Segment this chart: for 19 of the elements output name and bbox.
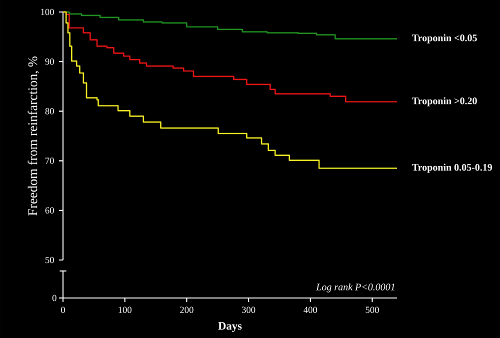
y-tick-label: 90	[45, 58, 54, 65]
y-axis-title: Freedom from reinfarction, %	[28, 56, 40, 216]
series-label: Troponin >0.20	[412, 97, 477, 106]
y-tick-label: 70	[46, 158, 54, 164]
text: 0	[52, 294, 56, 302]
y-tick-label: 60	[45, 207, 54, 214]
x-tick-label: 500	[366, 306, 379, 313]
y-tick-label: 50	[46, 256, 54, 264]
x-tick-label: 300	[242, 306, 256, 313]
x-tick-label: 200	[180, 306, 194, 313]
x-tick-label: 0	[61, 306, 65, 313]
series-label: Troponin 0.05-0.19	[412, 164, 492, 173]
series-label: Troponin <0.05	[412, 34, 477, 44]
y-tick-label: 80	[45, 108, 54, 114]
x-axis-title: Days	[218, 322, 242, 332]
x-tick-label: 100	[118, 306, 132, 313]
text: Log rank P<0.0001	[316, 283, 394, 292]
x-tick-label: 400	[304, 306, 318, 313]
y-tick-label: 100	[41, 8, 54, 16]
